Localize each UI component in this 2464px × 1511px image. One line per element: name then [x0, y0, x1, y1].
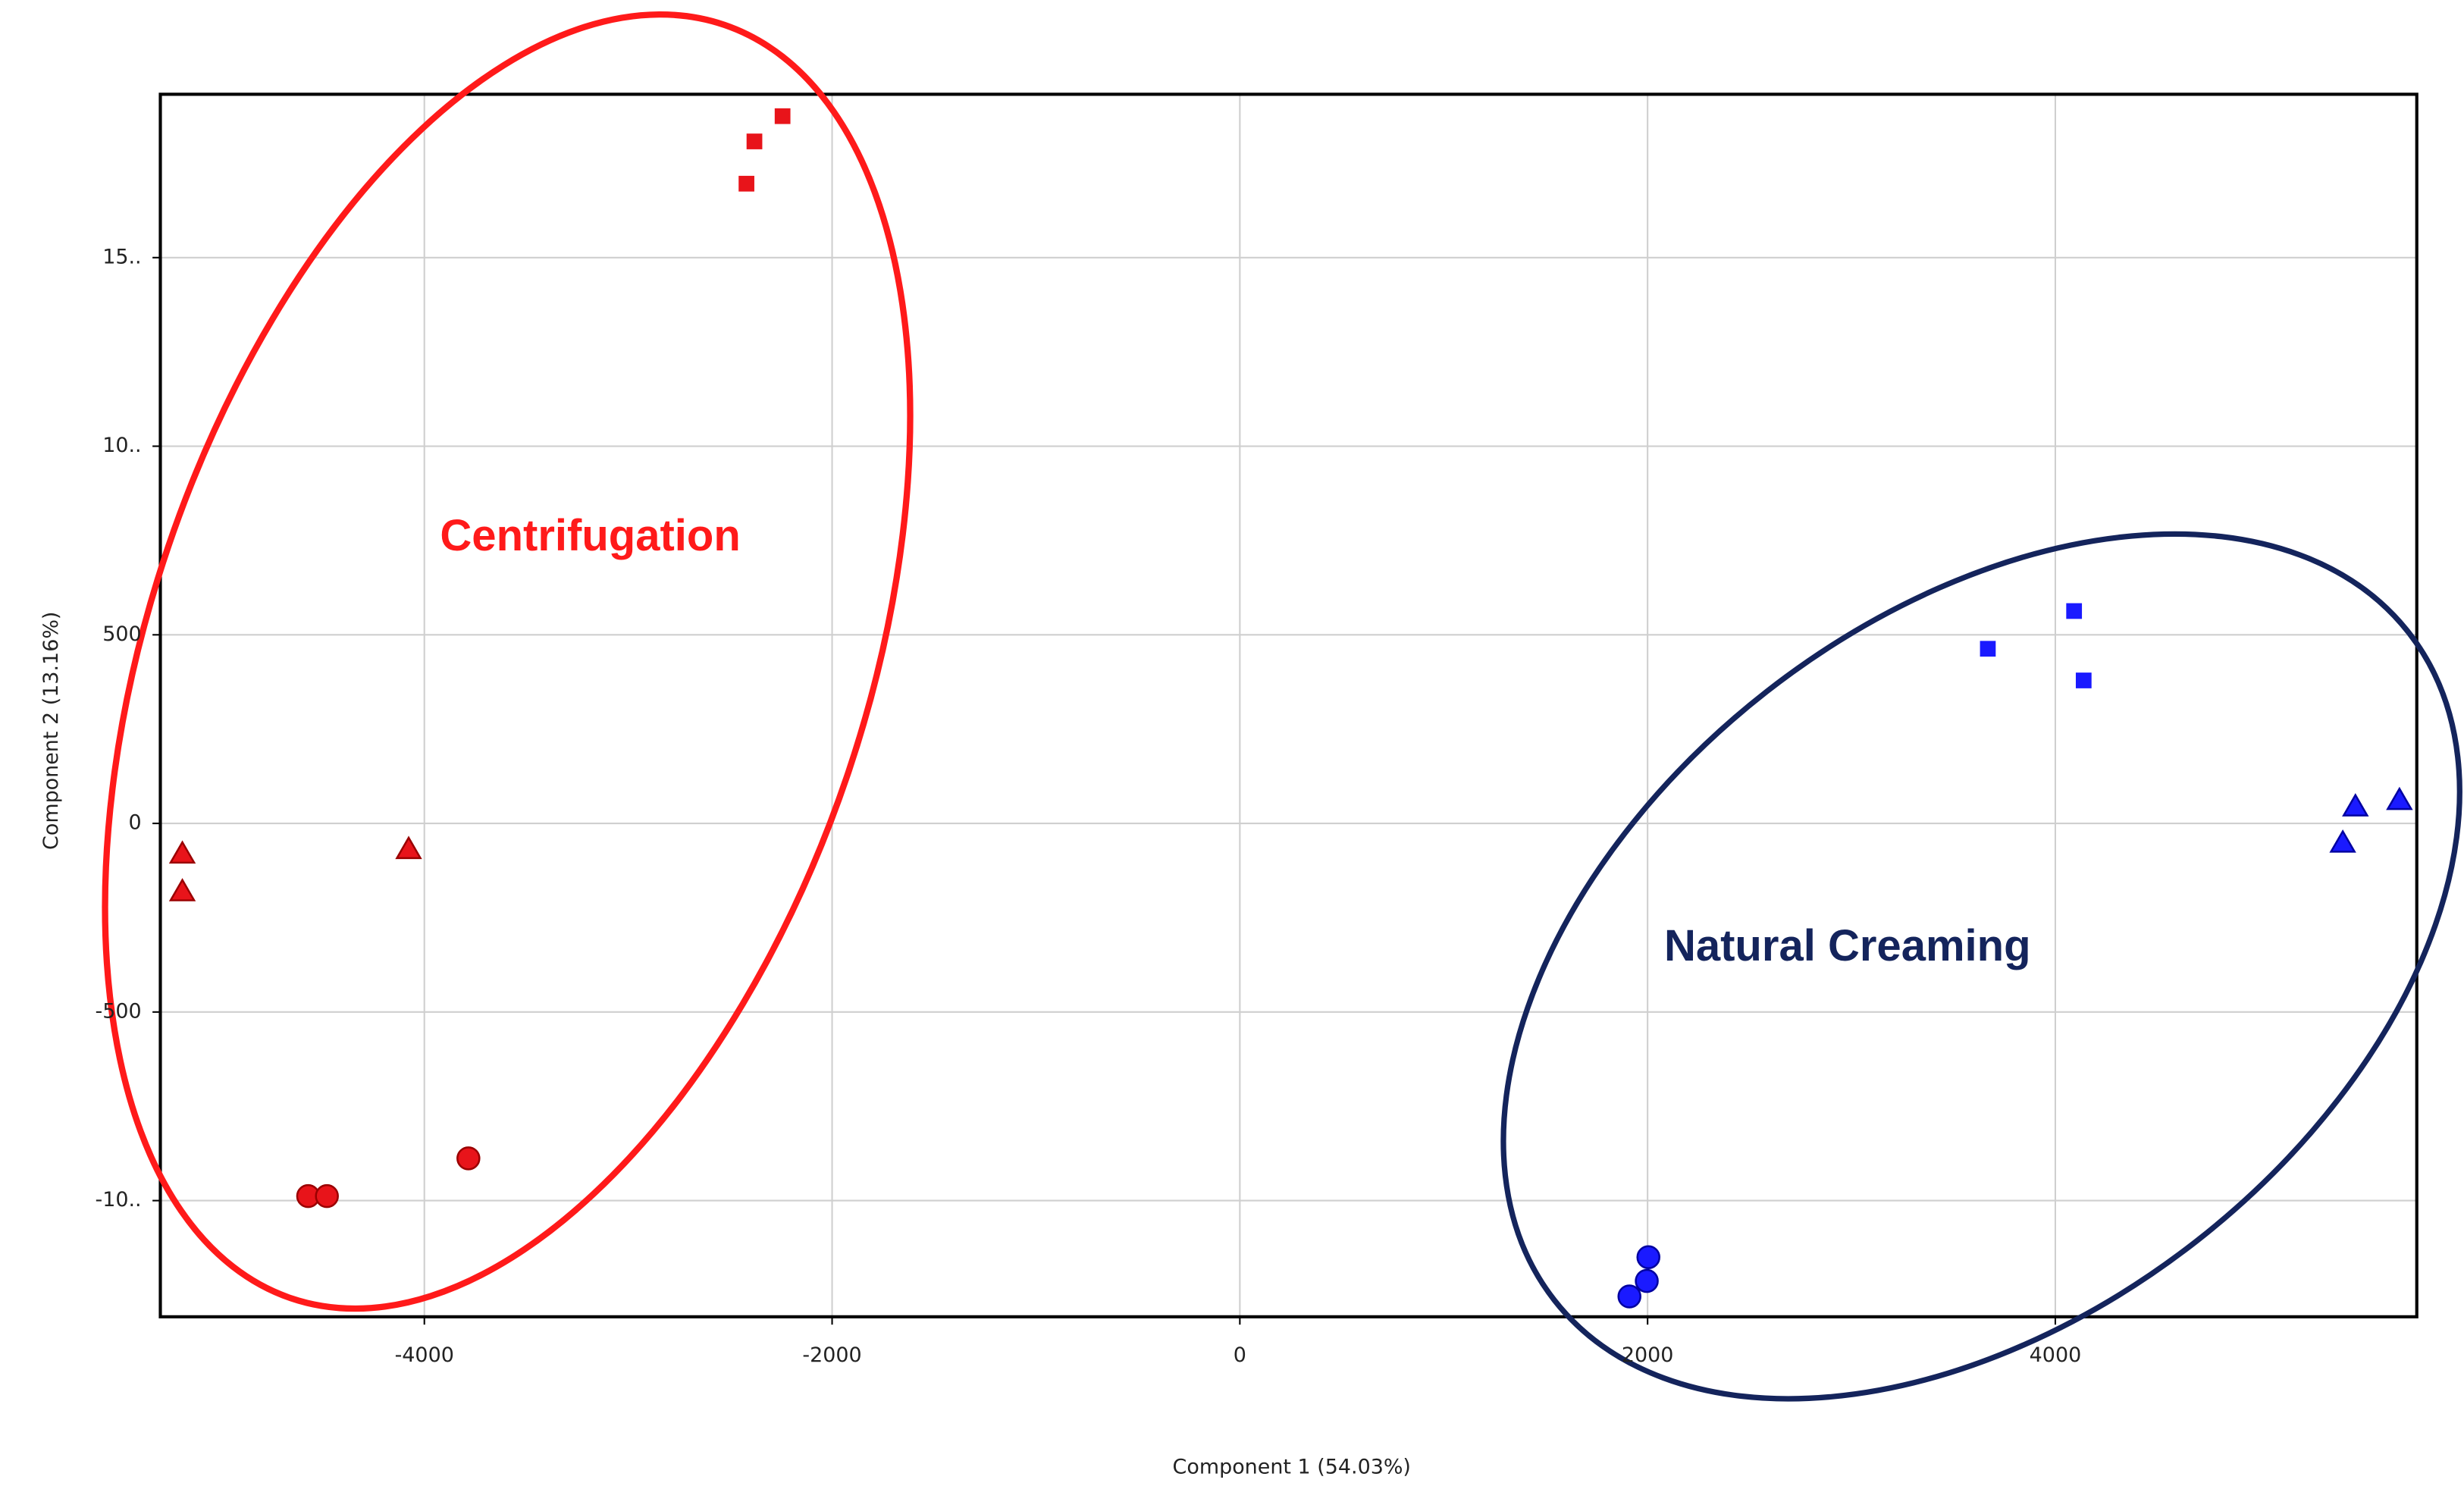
x-axis-label: Component 1 (54.03%) — [1173, 1455, 1411, 1478]
point — [746, 133, 763, 149]
x-tick-label: 0 — [1234, 1343, 1246, 1367]
x-tick-label: 4000 — [2030, 1343, 2082, 1367]
y-tick-label: 500 — [102, 622, 141, 646]
point — [2066, 603, 2083, 619]
point — [2342, 793, 2369, 817]
point — [1617, 1284, 1641, 1309]
y-tick-label: 15.. — [102, 245, 141, 268]
annotation: Centrifugation — [440, 511, 740, 560]
cluster-ellipse — [102, 11, 914, 1312]
x-tick-label: -4000 — [395, 1343, 454, 1367]
cluster-ellipse — [1500, 531, 2462, 1402]
point — [774, 108, 791, 124]
point — [738, 175, 754, 192]
point — [168, 840, 196, 864]
x-tick-label: 2000 — [1622, 1343, 1674, 1367]
annotation: Natural Creaming — [1664, 921, 2031, 970]
point — [315, 1183, 339, 1208]
point — [395, 835, 422, 860]
y-tick-label: 0 — [128, 811, 141, 835]
x-tick-label: -2000 — [802, 1343, 861, 1367]
point — [1980, 641, 1996, 657]
point — [456, 1146, 481, 1171]
plot-border — [158, 92, 2419, 1318]
point — [1636, 1245, 1660, 1269]
point — [2386, 786, 2413, 810]
marks — [168, 108, 2413, 1309]
point — [168, 878, 196, 901]
point — [1635, 1268, 1659, 1293]
y-tick-label: 10.. — [102, 434, 141, 457]
y-tick-label: -500 — [95, 999, 141, 1023]
point — [2329, 829, 2356, 853]
grid — [152, 94, 2417, 1325]
y-axis-label: Component 2 (13.16%) — [39, 612, 63, 850]
y-tick-label: -10.. — [95, 1188, 141, 1212]
point — [2075, 672, 2092, 688]
